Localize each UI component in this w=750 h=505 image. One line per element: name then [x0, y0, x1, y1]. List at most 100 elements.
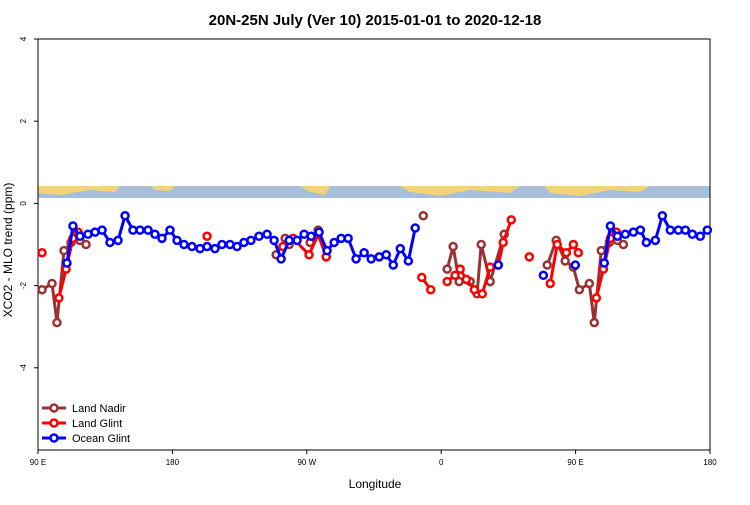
point — [618, 239, 629, 250]
point — [157, 233, 167, 244]
point — [143, 225, 153, 235]
point — [202, 241, 212, 252]
y-axis-label: XCO2 - MLO trend (ppm) — [1, 183, 15, 318]
point — [217, 239, 227, 250]
point — [202, 231, 212, 242]
point — [442, 264, 452, 274]
legend: Land Nadir Land Glint Ocean Glint — [42, 403, 130, 445]
point — [388, 260, 399, 270]
point — [612, 231, 623, 242]
point — [570, 260, 581, 270]
point — [75, 231, 85, 242]
point — [254, 231, 264, 242]
point — [81, 239, 91, 250]
point — [498, 237, 508, 248]
point — [477, 289, 488, 299]
point — [359, 247, 369, 258]
legend-marker — [49, 403, 59, 413]
point — [47, 278, 57, 289]
point — [560, 256, 570, 266]
point — [410, 223, 420, 233]
point — [568, 239, 579, 250]
point — [68, 221, 78, 231]
point — [172, 235, 182, 246]
point — [314, 227, 324, 237]
point — [306, 231, 316, 242]
point — [246, 235, 256, 246]
legend-label: Ocean Glint — [72, 433, 130, 445]
point — [584, 278, 595, 289]
x-tick-label: 90 E — [30, 458, 46, 467]
point — [542, 260, 552, 270]
point — [442, 276, 452, 287]
point — [120, 210, 130, 221]
point — [605, 221, 616, 231]
point — [97, 225, 107, 235]
point — [599, 258, 610, 268]
point — [276, 254, 286, 264]
point — [524, 252, 535, 262]
point — [37, 247, 47, 258]
y-tick-label: 2 — [19, 118, 28, 123]
point — [113, 235, 123, 246]
point — [179, 239, 189, 250]
point — [561, 247, 572, 258]
legend-label: Land Nadir — [72, 403, 126, 415]
point — [425, 284, 436, 295]
point — [461, 274, 472, 285]
point — [381, 250, 391, 260]
point — [105, 237, 115, 248]
point — [150, 229, 160, 239]
point — [135, 225, 145, 235]
y-tick-label: 4 — [19, 36, 28, 41]
point — [641, 237, 652, 248]
point — [591, 293, 602, 303]
point — [62, 258, 72, 268]
point — [403, 256, 414, 266]
y-tick-label: -4 — [19, 364, 28, 372]
point — [52, 317, 62, 328]
point — [506, 215, 516, 225]
point — [538, 270, 549, 281]
point — [469, 284, 480, 295]
point — [635, 225, 646, 235]
point — [665, 225, 676, 235]
point — [476, 239, 486, 250]
point — [37, 284, 47, 295]
legend-label: Land Glint — [72, 418, 122, 430]
point — [304, 250, 314, 260]
point — [485, 262, 495, 272]
legend-marker — [49, 433, 59, 443]
point — [395, 243, 406, 254]
y-tick-label: 0 — [19, 201, 28, 206]
point — [417, 272, 427, 283]
point — [343, 233, 353, 244]
point — [545, 278, 555, 289]
point — [450, 270, 460, 281]
point — [695, 231, 706, 242]
y-tick-label: -2 — [19, 281, 28, 289]
point — [573, 247, 584, 258]
point — [292, 235, 302, 246]
point — [351, 254, 361, 264]
point — [284, 235, 294, 246]
point — [589, 317, 600, 328]
x-tick-label: 90 E — [567, 458, 583, 467]
point — [59, 245, 69, 256]
point — [620, 229, 631, 239]
point — [418, 210, 429, 221]
point — [210, 243, 220, 254]
point — [269, 235, 279, 246]
point — [493, 260, 503, 270]
x-axis-label: Longitude — [349, 477, 402, 491]
point — [657, 210, 668, 221]
point — [687, 229, 698, 239]
point — [187, 241, 197, 252]
x-tick-label: 90 W — [297, 458, 316, 467]
point — [680, 225, 691, 235]
point — [322, 245, 332, 256]
legend-marker — [49, 418, 59, 428]
map-strip — [38, 186, 710, 198]
point — [702, 225, 713, 235]
